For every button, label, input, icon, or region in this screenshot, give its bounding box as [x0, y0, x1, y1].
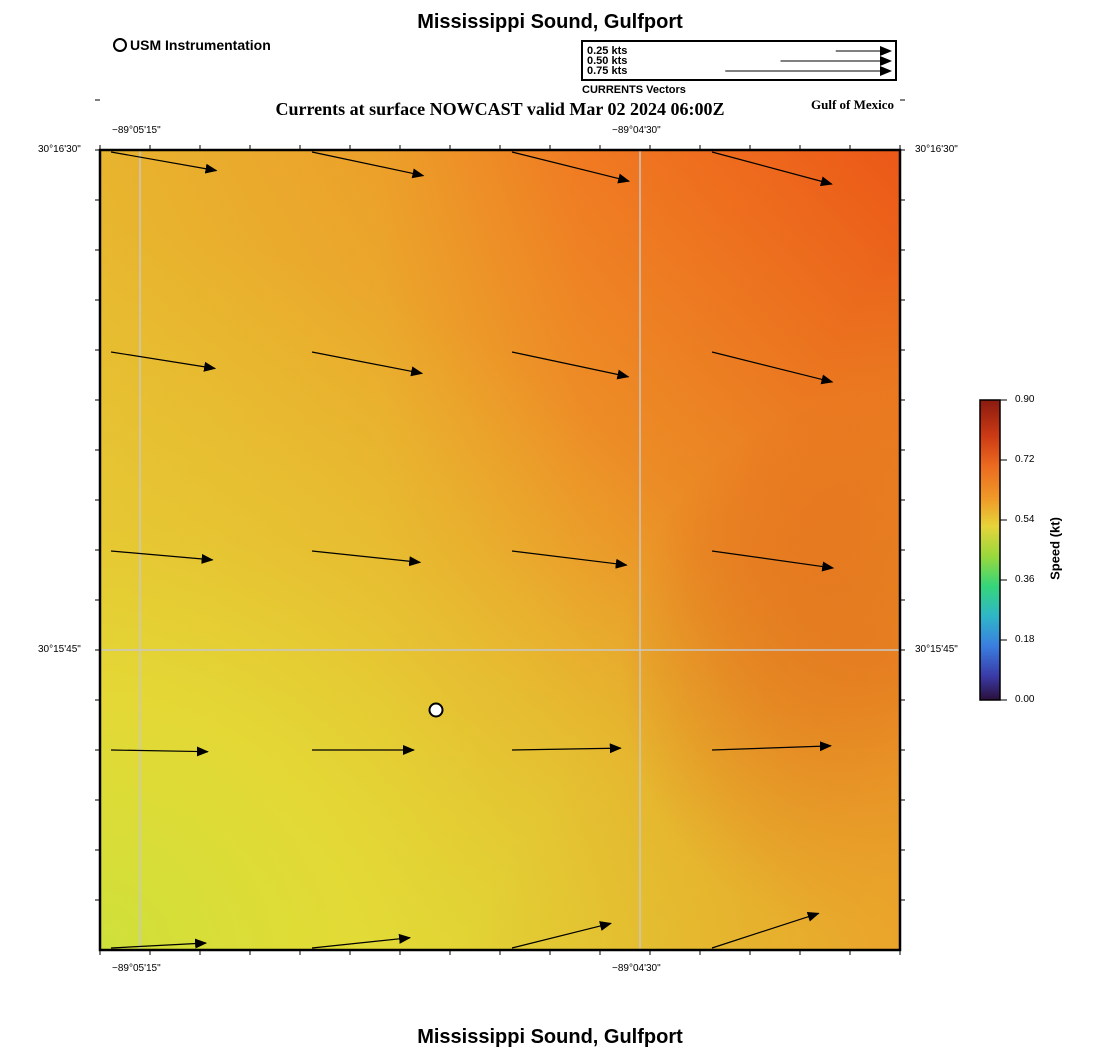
current-vector-arrow: [511, 550, 628, 569]
colorbar-tick-label: 0.54: [1015, 514, 1035, 525]
legend-row-label: 0.50 kts: [587, 55, 628, 67]
current-vector-arrow: [110, 746, 209, 757]
current-vector-arrow: [711, 351, 834, 385]
legend-row-label: 0.75 kts: [587, 65, 628, 77]
current-vector-arrow: [110, 351, 217, 372]
current-vector-arrow: [511, 351, 630, 380]
graticule: [100, 150, 900, 950]
colorbar-title: Speed (kt): [1047, 517, 1063, 580]
station-marker[interactable]: [428, 702, 444, 718]
colorbar-tick-label: 0.90: [1015, 394, 1035, 405]
current-vector-arrow: [711, 741, 832, 752]
current-vector-arrow: [711, 550, 835, 572]
top-lon-label: −89°05'15": [112, 125, 161, 136]
bottom-lon-label: −89°05'15": [112, 963, 161, 974]
colorbar: [979, 399, 1007, 701]
current-vectors: [110, 151, 835, 949]
speed-field: [100, 150, 900, 950]
current-vector-arrow: [511, 921, 612, 949]
legend-row-label: 0.25 kts: [587, 45, 628, 57]
legend-arrows: [725, 46, 892, 76]
map-subtitle: Currents at surface NOWCAST valid Mar 02…: [275, 99, 725, 119]
right-lat-label: 30°16'30": [915, 144, 958, 155]
axis-ticks: [95, 99, 905, 955]
current-vector-arrow: [311, 151, 425, 179]
footer-title: Mississippi Sound, Gulfport: [417, 1026, 683, 1048]
right-lat-label: 30°15'45": [915, 644, 958, 655]
current-vector-arrow: [511, 743, 622, 754]
colorbar-tick-label: 0.72: [1015, 454, 1035, 465]
top-lon-label: −89°04'30": [612, 125, 661, 136]
bottom-lon-label: −89°04'30": [612, 963, 661, 974]
current-vector-arrow: [311, 550, 422, 567]
current-vector-arrow: [311, 351, 424, 377]
region-label: Gulf of Mexico: [811, 97, 895, 112]
current-vector-arrow: [511, 151, 631, 184]
vector-legend: 0.25 kts 0.50 kts 0.75 kts: [581, 40, 897, 81]
vector-legend-caption: CURRENTS Vectors: [582, 84, 686, 96]
current-vector-arrow: [311, 933, 412, 949]
colorbar-tick-label: 0.00: [1015, 694, 1035, 705]
current-vector-arrow: [110, 151, 218, 174]
left-lat-label: 30°16'30": [38, 144, 81, 155]
left-lat-label: 30°15'45": [38, 644, 81, 655]
station-legend: USM Instrumentation: [113, 37, 271, 53]
current-vector-arrow: [711, 911, 820, 949]
map-title: Mississippi Sound, Gulfport: [417, 11, 683, 33]
colorbar-tick-label: 0.36: [1015, 574, 1035, 585]
current-vector-arrow: [711, 151, 833, 187]
station-legend-label: USM Instrumentation: [130, 37, 271, 53]
current-vector-arrow: [110, 938, 208, 949]
current-vector-arrow: [110, 550, 214, 564]
station-marker-icon: [113, 38, 127, 52]
colorbar-tick-label: 0.18: [1015, 634, 1035, 645]
